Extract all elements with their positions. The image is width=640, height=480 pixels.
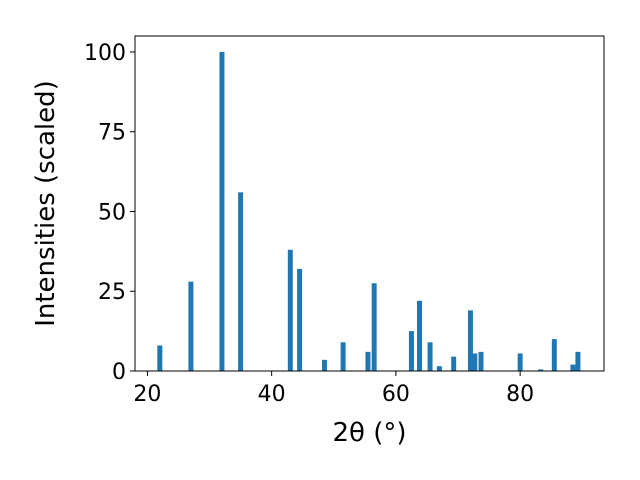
- bar: [417, 300, 422, 371]
- bar: [287, 249, 293, 371]
- bar: [371, 283, 377, 371]
- bar: [157, 345, 163, 371]
- y-tick-label: 100: [84, 41, 126, 66]
- bar: [297, 268, 303, 371]
- bar: [472, 353, 478, 371]
- bar: [427, 342, 433, 371]
- bars-group: [157, 51, 581, 371]
- bar: [570, 364, 576, 371]
- bar: [575, 351, 581, 371]
- x-tick-label: 20: [133, 382, 161, 407]
- y-tick-label: 50: [98, 200, 126, 225]
- bar: [340, 342, 346, 371]
- bar: [467, 310, 473, 371]
- bar: [219, 51, 225, 371]
- bar: [538, 369, 544, 371]
- x-axis: 20 40 60 80: [133, 371, 534, 407]
- plot-frame: [134, 35, 605, 372]
- bar: [188, 281, 194, 371]
- x-axis-label: 2θ (°): [332, 418, 406, 448]
- bar: [365, 351, 371, 371]
- bar: [551, 339, 557, 371]
- x-tick-label: 60: [382, 382, 410, 407]
- y-tick-label: 75: [98, 121, 126, 146]
- bar: [321, 359, 327, 371]
- x-tick-label: 40: [258, 382, 286, 407]
- x-tick-label: 80: [506, 382, 534, 407]
- bar: [451, 356, 457, 371]
- y-axis: 0 25 50 75 100: [84, 41, 135, 385]
- y-axis-label: Intensities (scaled): [31, 80, 61, 327]
- bar: [478, 351, 484, 371]
- bar: [238, 192, 244, 371]
- y-tick-label: 25: [98, 280, 126, 305]
- bar: [517, 353, 523, 371]
- bar: [408, 331, 414, 371]
- bar: [436, 366, 442, 371]
- y-tick-label: 0: [112, 360, 126, 385]
